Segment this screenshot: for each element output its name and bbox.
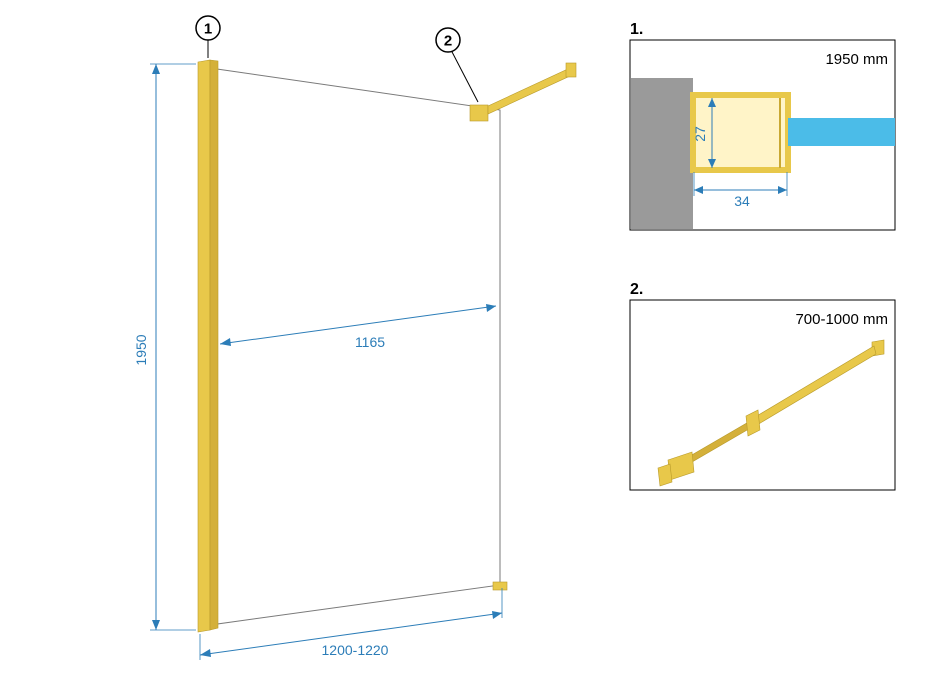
callout-1: 1 (196, 16, 220, 58)
svg-text:27: 27 (692, 126, 708, 142)
detail-1-title: 1. (630, 21, 643, 38)
svg-text:2: 2 (444, 33, 452, 50)
dim-inner-width: 1165 (220, 304, 496, 350)
detail-2: 2. 700-1000 mm (630, 281, 895, 490)
dim-base-label: 1200-1220 (322, 642, 389, 658)
detail-1-wall (631, 78, 693, 229)
detail-2-top-label: 700-1000 mm (795, 311, 888, 328)
detail-1-glass (788, 118, 895, 146)
detail-1-top-label: 1950 mm (825, 51, 888, 68)
main-view: 1950 1165 1200-1220 1 (133, 16, 576, 660)
callout-2: 2 (436, 28, 478, 102)
detail-2-title: 2. (630, 281, 643, 298)
svg-text:34: 34 (734, 193, 750, 209)
detail-2-bar (658, 340, 884, 486)
detail-1: 1. 1950 mm 27 34 (630, 21, 895, 230)
dim-height: 1950 (133, 64, 196, 630)
dim-base-width: 1200-1220 (200, 588, 502, 660)
floor-clamp (493, 582, 507, 590)
svg-text:1: 1 (204, 21, 212, 38)
dim-height-label: 1950 (133, 334, 149, 365)
stabilizer-bar (470, 63, 576, 121)
diagram-canvas: 1950 1165 1200-1220 1 (0, 0, 928, 686)
wall-profile (198, 60, 218, 632)
detail-1-dim-w: 34 (694, 172, 787, 209)
dim-inner-label: 1165 (355, 334, 385, 350)
